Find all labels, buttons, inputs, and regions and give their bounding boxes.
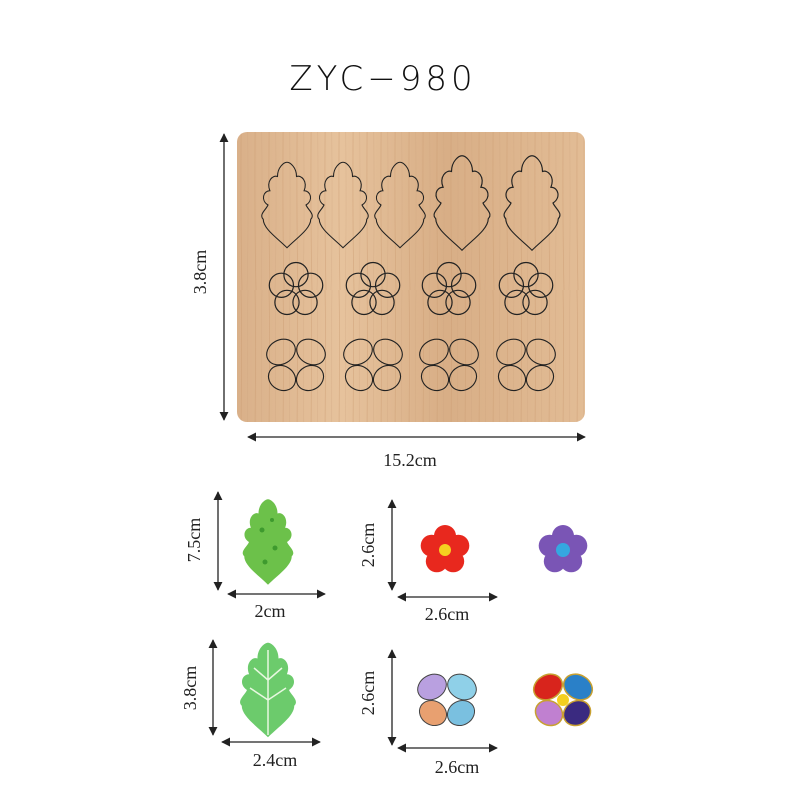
colored-butterfly [417, 673, 477, 727]
title: ZYC−980 [289, 59, 476, 99]
board-width: 15.2cm [383, 450, 437, 470]
green-leaf [242, 499, 294, 585]
wood-board [237, 132, 585, 422]
sample-height: 2.6cm [358, 671, 378, 716]
leaf-dots [259, 518, 278, 565]
sample-width: 2.4cm [253, 750, 298, 770]
leaf-veins [249, 650, 287, 735]
sample-width: 2cm [255, 601, 286, 621]
sample-height: 2.6cm [358, 523, 378, 568]
sample-width: 2.6cm [435, 757, 480, 777]
sample-height: 3.8cm [180, 666, 200, 711]
jewel-butterfly [532, 673, 594, 727]
flower-center [556, 543, 570, 557]
flower-center [439, 544, 451, 556]
sample-width: 2.6cm [425, 604, 470, 624]
board-height: 3.8cm [190, 250, 210, 295]
sample-height: 7.5cm [184, 518, 204, 563]
